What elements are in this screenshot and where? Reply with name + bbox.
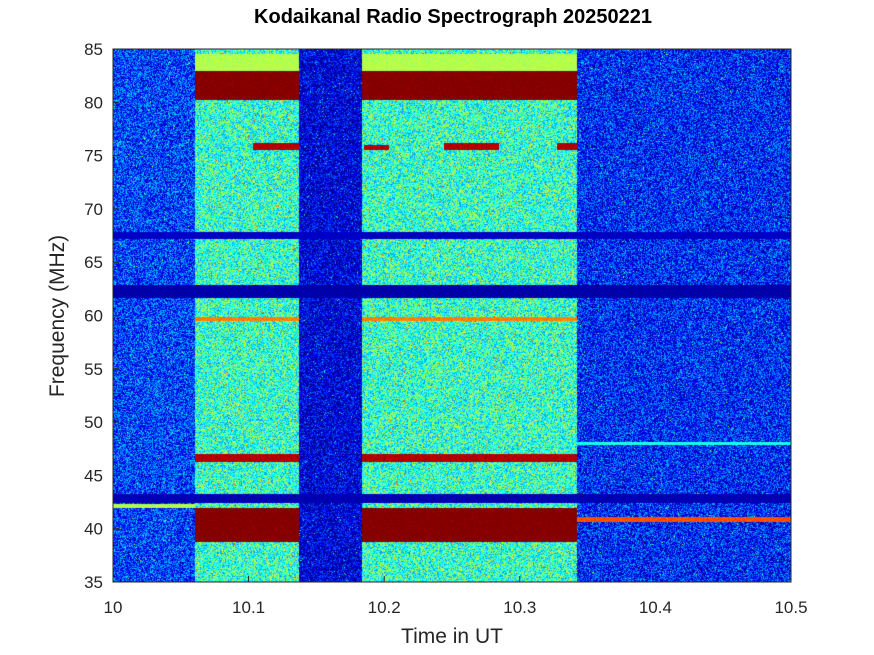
chart-title: Kodaikanal Radio Spectrograph 20250221 — [254, 6, 652, 28]
x-tick-label: 10.2 — [368, 598, 401, 617]
y-tick-label: 75 — [84, 147, 103, 166]
y-axis-label: Frequency (MHz) — [46, 235, 69, 397]
y-tick-label: 55 — [84, 360, 103, 379]
spectrogram-raster — [113, 49, 791, 582]
x-tick-label: 10.5 — [774, 598, 807, 617]
x-tick-label: 10.4 — [639, 598, 672, 617]
y-tick-label: 60 — [84, 307, 103, 326]
y-tick-label: 35 — [84, 573, 103, 592]
x-axis-label: Time in UT — [401, 625, 503, 648]
y-tick-label: 85 — [84, 40, 103, 59]
axis-ticks: 10 10.1 10.2 10.3 10.4 10.5 35 40 45 50 55 60 65 70 75… — [84, 40, 807, 617]
y-tick-label: 50 — [84, 413, 103, 432]
x-tick-label: 10 — [104, 598, 123, 617]
x-tick-label: 10.1 — [232, 598, 265, 617]
x-tick-label: 10.3 — [503, 598, 536, 617]
y-tick-label: 80 — [84, 93, 103, 112]
y-tick-label: 45 — [84, 466, 103, 485]
plot-area — [113, 49, 791, 582]
y-tick-label: 70 — [84, 200, 103, 219]
y-tick-label: 65 — [84, 253, 103, 272]
y-tick-label: 40 — [84, 520, 103, 539]
